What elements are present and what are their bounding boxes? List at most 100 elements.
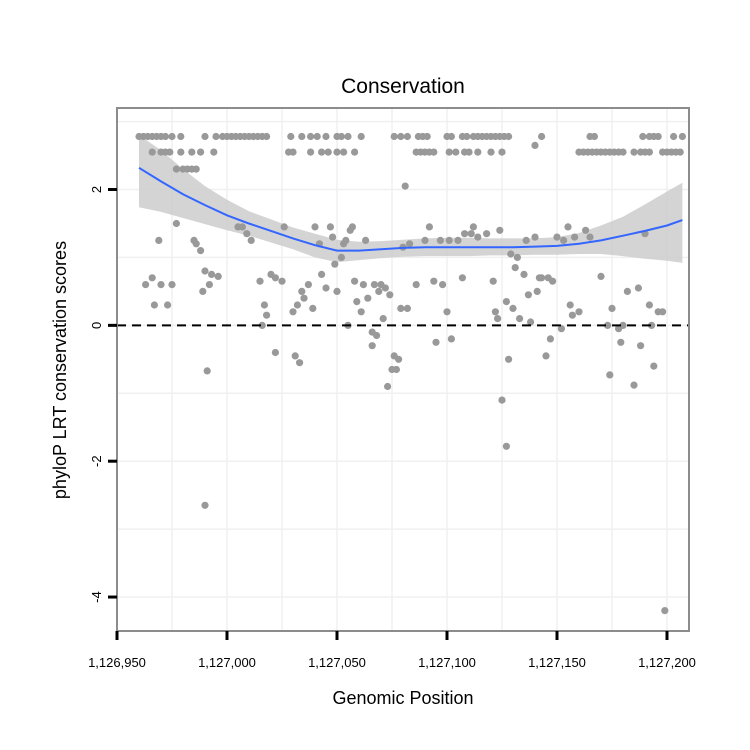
- y-tick-label: -2: [89, 455, 104, 467]
- data-point: [247, 236, 255, 244]
- data-point: [322, 284, 330, 292]
- data-point: [487, 148, 495, 156]
- data-point: [397, 304, 405, 312]
- data-point: [337, 132, 345, 141]
- data-point: [263, 311, 271, 319]
- data-point: [199, 287, 207, 295]
- data-point: [307, 148, 315, 156]
- data-point: [412, 281, 420, 289]
- data-point: [397, 132, 405, 141]
- data-point: [342, 236, 350, 244]
- data-point: [463, 132, 471, 141]
- data-point: [353, 298, 361, 306]
- data-point: [379, 315, 387, 323]
- data-point: [278, 277, 286, 285]
- data-point: [467, 230, 475, 238]
- data-point: [291, 352, 299, 360]
- data-point: [392, 365, 400, 374]
- data-point: [617, 338, 625, 346]
- data-point: [205, 281, 213, 289]
- data-point: [498, 148, 506, 156]
- data-point: [654, 132, 662, 141]
- data-point: [590, 132, 599, 141]
- data-point: [256, 277, 264, 285]
- data-point: [597, 272, 605, 280]
- data-point: [575, 308, 583, 316]
- data-point: [357, 308, 365, 316]
- data-point: [491, 308, 499, 316]
- data-point: [203, 367, 211, 375]
- data-point: [406, 240, 414, 248]
- data-point: [164, 301, 172, 309]
- data-point: [340, 148, 348, 156]
- data-point: [296, 359, 304, 367]
- data-point: [560, 236, 568, 244]
- data-point: [177, 132, 185, 141]
- data-point: [505, 132, 513, 141]
- data-point: [395, 355, 403, 363]
- data-point: [324, 148, 332, 156]
- data-point: [527, 318, 535, 326]
- data-point: [469, 223, 477, 231]
- y-tick-label: -4: [89, 591, 104, 603]
- data-point: [509, 304, 517, 312]
- data-point: [524, 291, 533, 299]
- data-point: [260, 301, 268, 309]
- data-point: [546, 335, 555, 343]
- data-point: [375, 287, 383, 295]
- data-point: [564, 223, 572, 231]
- data-point: [214, 272, 222, 280]
- data-point: [568, 311, 577, 319]
- x-tick-label: 1,127,150: [528, 655, 586, 670]
- data-point: [201, 132, 209, 141]
- data-point: [150, 301, 158, 309]
- data-point: [172, 165, 180, 173]
- data-point: [436, 236, 444, 244]
- data-point: [676, 148, 684, 156]
- data-point: [502, 298, 510, 306]
- data-point: [586, 233, 594, 241]
- data-point: [373, 331, 381, 340]
- data-point: [287, 132, 295, 141]
- data-point: [439, 281, 447, 289]
- data-point: [639, 132, 647, 141]
- x-tick-label: 1,127,200: [638, 655, 696, 670]
- data-point: [513, 253, 522, 261]
- data-point: [421, 236, 429, 244]
- data-point: [161, 132, 169, 141]
- data-point: [542, 352, 550, 360]
- data-point: [386, 291, 394, 299]
- data-point: [298, 132, 306, 141]
- data-point: [430, 148, 438, 156]
- data-point: [142, 281, 150, 289]
- data-point: [538, 132, 546, 141]
- data-point: [318, 148, 326, 156]
- data-point: [172, 219, 180, 228]
- data-point: [348, 223, 356, 231]
- data-point: [522, 236, 530, 244]
- data-point: [344, 132, 352, 141]
- data-point: [582, 226, 590, 234]
- data-point: [280, 223, 288, 231]
- data-point: [670, 132, 678, 141]
- data-point: [465, 148, 473, 156]
- data-point: [403, 132, 411, 141]
- x-axis-label: Genomic Position: [332, 688, 473, 708]
- data-point: [447, 132, 455, 141]
- data-point: [271, 348, 279, 357]
- data-point: [210, 148, 218, 156]
- data-point: [553, 233, 561, 241]
- data-point: [212, 132, 220, 141]
- data-point: [333, 287, 341, 295]
- data-point: [483, 230, 491, 238]
- data-point: [645, 148, 654, 156]
- data-point: [201, 267, 209, 275]
- data-point: [630, 381, 638, 389]
- data-point: [166, 148, 174, 156]
- data-point: [304, 281, 312, 289]
- data-point: [531, 141, 539, 149]
- data-point: [498, 396, 506, 404]
- data-point: [351, 277, 359, 285]
- data-point: [177, 148, 185, 156]
- data-point: [425, 223, 433, 231]
